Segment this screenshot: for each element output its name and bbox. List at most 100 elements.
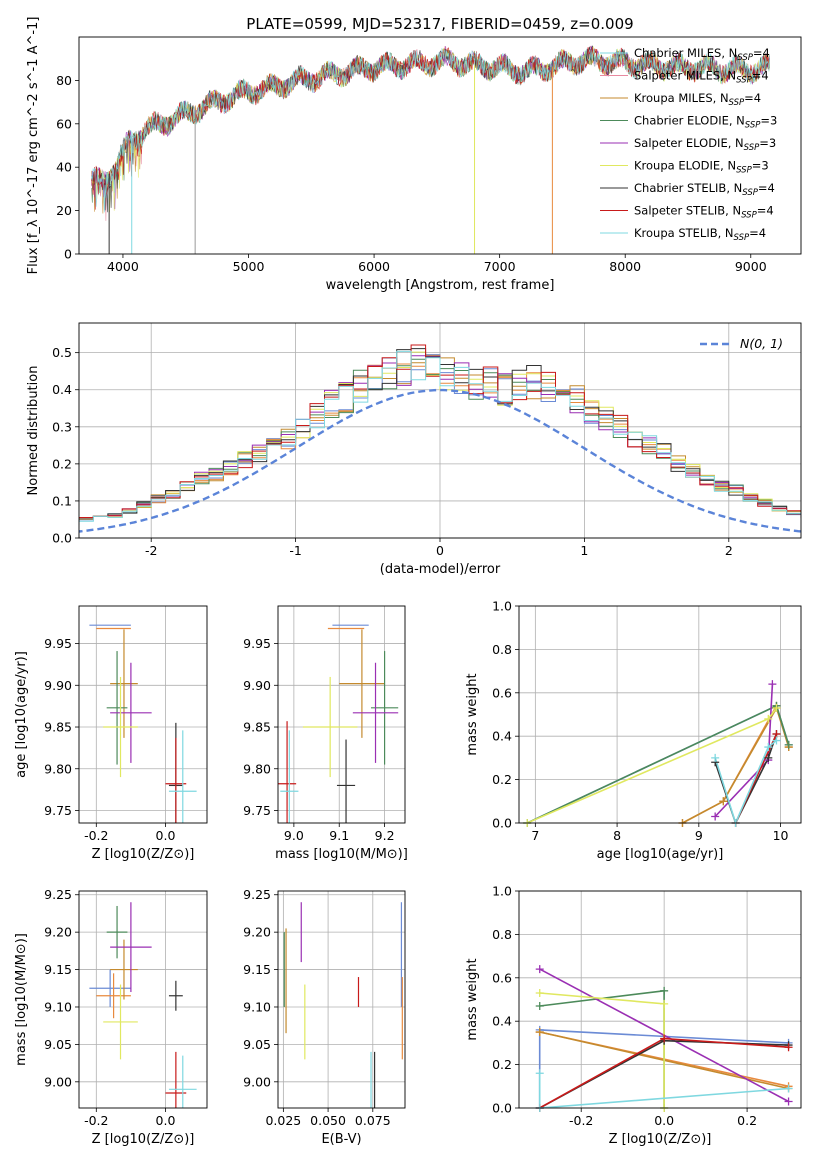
data-marker <box>772 703 781 712</box>
y-tick-label: 9.20 <box>44 925 72 940</box>
axes-frame <box>277 890 406 1109</box>
x-tick-label: 0.025 <box>265 1113 301 1128</box>
plot-area <box>89 902 197 1108</box>
x-axis-label: mass [log10(M/M⊙)] <box>275 847 408 862</box>
plot-area <box>89 624 197 823</box>
y-tick-label: 9.10 <box>44 999 72 1014</box>
plot-area <box>79 344 801 533</box>
x-axis-label: (data-model)/error <box>380 562 501 577</box>
y-tick-label: 0.8 <box>492 927 512 942</box>
data-marker <box>772 736 781 745</box>
y-tick-label: 0 <box>64 247 72 262</box>
histogram-series <box>79 355 801 523</box>
y-tick-label: 9.25 <box>44 887 72 902</box>
y-tick-label: 0.0 <box>492 816 512 831</box>
histogram-series <box>79 363 801 524</box>
x-tick-label: 9.2 <box>375 828 395 843</box>
y-tick-label: 9.05 <box>44 1037 72 1052</box>
data-marker <box>764 753 773 762</box>
y-axis-label: mass [log10(M/M⊙)] <box>14 933 29 1066</box>
axes-frame <box>78 36 802 255</box>
axes-frame <box>78 605 208 824</box>
y-tick-label: 0.0 <box>52 531 72 546</box>
histogram-series <box>79 354 801 524</box>
y-tick-label: 20 <box>56 203 72 218</box>
data-marker <box>764 714 773 723</box>
panel-age_vs_mass: 9.0 9.1 9.2 9.75 9.80 9.85 9.90 9.95 mass [log10… <box>243 605 408 862</box>
axes-frame <box>78 322 802 539</box>
x-axis-label: age [log10(age/yr)] <box>597 847 724 862</box>
x-tick-label: 9.1 <box>329 828 349 843</box>
plot-area <box>283 902 403 1108</box>
legend: Chabrier MILES, NSSP=4 Salpeter MILES, NS… <box>600 46 777 243</box>
y-tick-label: 9.20 <box>243 925 271 940</box>
series-line <box>714 739 777 823</box>
data-marker <box>764 743 773 752</box>
data-marker <box>535 965 544 974</box>
legend-label: Salpeter MILES, NSSP=4 <box>634 69 769 86</box>
data-marker <box>784 1097 793 1106</box>
x-axis-label: Z [log10(Z/Z⊙)] <box>609 1132 712 1147</box>
data-marker <box>660 986 669 995</box>
y-tick-label: 9.90 <box>243 678 271 693</box>
data-marker <box>535 1002 544 1011</box>
y-tick-label: 80 <box>56 73 72 88</box>
axes-frame <box>277 605 406 824</box>
axes-frame <box>78 890 208 1109</box>
y-tick-label: 40 <box>56 160 72 175</box>
data-marker <box>784 1084 793 1093</box>
axes-frame <box>518 605 802 824</box>
series-line <box>91 48 770 213</box>
legend-label: Salpeter STELIB, NSSP=4 <box>634 204 774 221</box>
y-tick-label: 0.4 <box>492 1014 512 1029</box>
x-tick-label: -1 <box>289 543 301 558</box>
panel-age_vs_Z: -0.2 0.0 9.75 9.80 9.85 9.90 9.95 Z [log10(Z/Z⊙… <box>14 605 208 862</box>
histogram-series <box>79 350 801 525</box>
data-marker <box>784 740 793 749</box>
y-tick-label: 9.10 <box>243 999 271 1014</box>
series-line <box>714 684 774 818</box>
y-tick-label: 0.2 <box>52 456 72 471</box>
data-marker <box>768 680 777 689</box>
y-tick-label: 9.85 <box>243 720 271 735</box>
normal-curve <box>79 388 801 533</box>
x-tick-label: -0.2 <box>84 828 108 843</box>
y-tick-label: 9.80 <box>243 761 271 776</box>
y-tick-label: 0.0 <box>492 1101 512 1116</box>
x-tick-label: 10 <box>773 828 789 843</box>
data-marker <box>660 1034 669 1043</box>
x-tick-label: 2 <box>725 543 733 558</box>
x-tick-label: 5000 <box>233 259 265 274</box>
legend-label: Kroupa ELODIE, NSSP=3 <box>634 159 769 176</box>
x-tick-label: -0.2 <box>84 1113 108 1128</box>
data-marker <box>535 988 544 997</box>
y-tick-label: 0.8 <box>492 642 512 657</box>
data-marker <box>535 1069 544 1078</box>
x-tick-label: 4000 <box>107 259 139 274</box>
plot-area <box>278 624 399 823</box>
y-axis-label: Normed distribution <box>26 366 41 496</box>
y-axis-label: mass weight <box>465 958 480 1040</box>
y-tick-label: 60 <box>56 116 72 131</box>
x-tick-label: 7 <box>531 828 539 843</box>
x-tick-label: 1 <box>580 543 588 558</box>
y-tick-label: 1.0 <box>492 884 512 899</box>
y-tick-label: 9.05 <box>243 1037 271 1052</box>
data-marker <box>784 1043 793 1052</box>
y-tick-label: 9.75 <box>44 803 72 818</box>
legend-label: Kroupa MILES, NSSP=4 <box>634 91 761 108</box>
data-marker <box>711 753 720 762</box>
x-tick-label: 9.0 <box>284 828 304 843</box>
x-axis-label: E(B-V) <box>321 1132 361 1147</box>
y-axis-label: mass weight <box>465 673 480 755</box>
x-tick-label: 0.075 <box>355 1113 391 1128</box>
panel-spectrum: 4000 5000 6000 7000 8000 9000 0 20 40 60 80 wavelen… <box>26 17 802 293</box>
y-tick-label: 9.95 <box>44 636 72 651</box>
panel-mass_vs_Z: -0.2 0.0 9.00 9.05 9.10 9.15 9.20 9.25 Z [log10(… <box>14 887 208 1147</box>
histogram-series <box>79 354 801 524</box>
x-tick-label: 8000 <box>609 259 641 274</box>
x-axis-label: wavelength [Angstrom, rest frame] <box>326 278 555 293</box>
panel-residual_histogram: -2 -1 0 1 2 0.0 0.1 0.2 0.3 0.4 0.5 (data-model)/er… <box>26 322 802 577</box>
plot-area <box>91 45 770 254</box>
